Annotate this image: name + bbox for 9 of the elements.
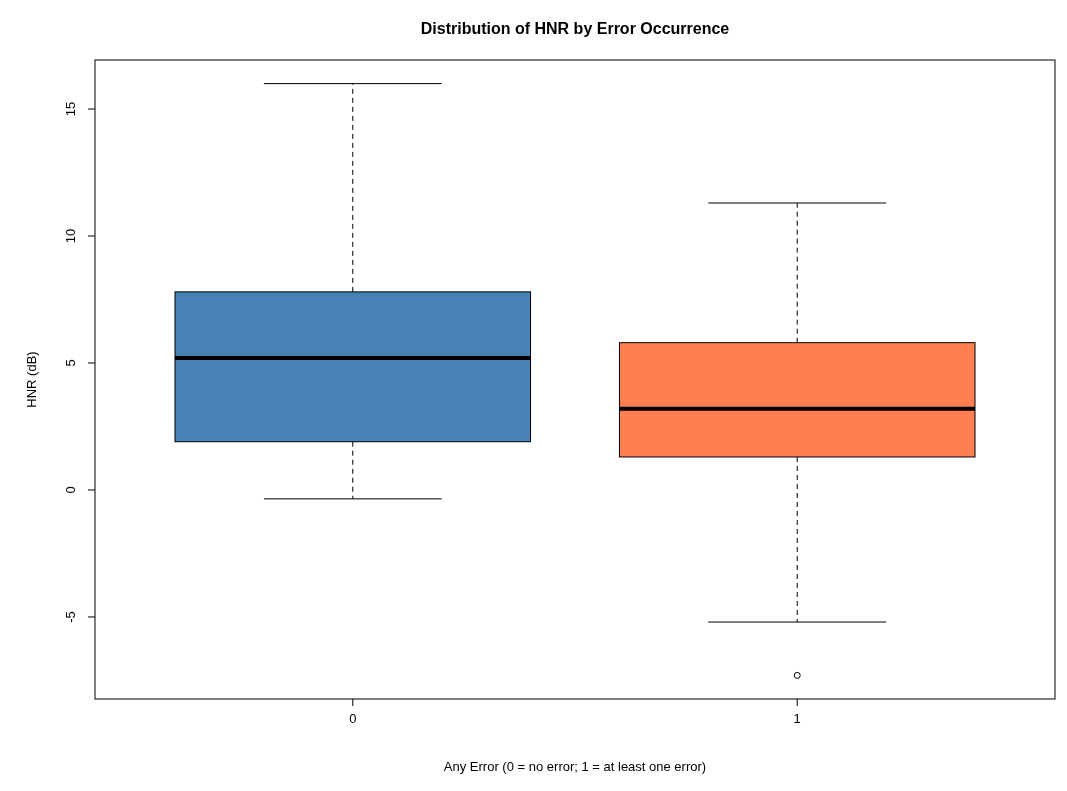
y-tick-label: 15 (63, 101, 78, 117)
chart-title: Distribution of HNR by Error Occurrence (420, 20, 730, 37)
y-tick-label: 0 (63, 486, 78, 494)
y-axis-title: HNR (dB) (24, 351, 39, 408)
y-tick-label: 5 (63, 359, 78, 367)
y-tick-label: -5 (63, 611, 78, 623)
x-tick-label: 1 (793, 711, 801, 726)
x-axis-title: Any Error (0 = no error; 1 = at least one error) (443, 759, 707, 774)
y-tick-label: 10 (63, 228, 78, 244)
